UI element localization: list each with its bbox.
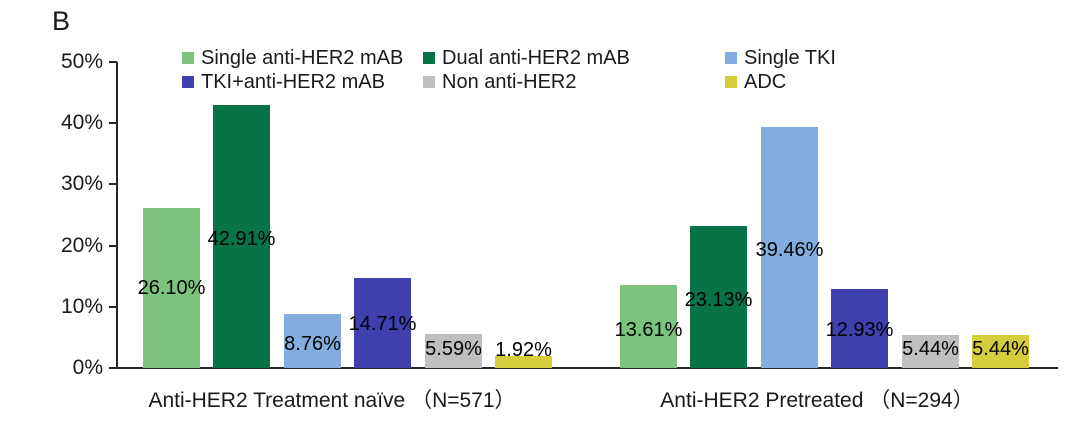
y-axis-tick [109, 244, 117, 247]
x-axis-line [109, 367, 1058, 369]
y-axis-tick [109, 61, 117, 63]
y-axis-line [116, 62, 118, 369]
bar-value-label: 23.13% [684, 289, 753, 311]
bar-value-label: 12.93% [825, 319, 894, 341]
y-axis-tick-label: 30% [60, 172, 103, 196]
legend-label: Non anti-HER2 [442, 71, 577, 93]
y-axis-tick [109, 367, 117, 369]
legend-swatch-icon [182, 52, 194, 64]
legend-label: Dual anti-HER2 mAB [442, 47, 630, 69]
bar-group1-series4 [354, 278, 411, 368]
bar-group2-series3 [761, 127, 818, 368]
bar-group2-series4 [831, 289, 888, 368]
legend-label: Single TKI [744, 47, 836, 69]
bar-group1-series1 [143, 208, 200, 368]
y-axis-tick-label: 10% [60, 294, 103, 318]
bar-value-label: 5.59% [425, 338, 482, 360]
bar-group2-series5 [902, 335, 959, 368]
legend-label: ADC [744, 71, 787, 93]
panel-label: B [52, 6, 71, 36]
legend-item-2: Dual anti-HER2 mAB [423, 46, 725, 70]
legend-swatch-icon [725, 52, 737, 64]
legend-label: Single anti-HER2 mAB [201, 47, 404, 69]
bar-group1-series6 [495, 356, 552, 368]
bar-value-label: 14.71% [348, 313, 417, 335]
y-axis-tick [109, 183, 117, 186]
bar-group1-series5 [425, 334, 482, 368]
bar-group1-series2 [213, 105, 270, 368]
legend-label: TKI+anti-HER2 mAB [201, 71, 385, 93]
legend-swatch-icon [182, 76, 194, 88]
y-axis-tick [109, 305, 117, 308]
bar-value-label: 42.91% [207, 228, 276, 250]
x-axis-category-label: Anti-HER2 Treatment naïve （N=571） [148, 389, 516, 412]
bar-group2-series6 [972, 335, 1029, 368]
legend-swatch-icon [423, 52, 435, 64]
bar-value-label: 13.61% [614, 319, 683, 341]
legend-swatch-icon [725, 76, 737, 88]
legend-item-5: Non anti-HER2 [423, 70, 725, 94]
bar-value-label: 5.44% [972, 338, 1029, 360]
y-axis-tick-label: 40% [60, 111, 103, 135]
legend-item-3: Single TKI [725, 46, 945, 70]
bar-value-label: 5.44% [902, 338, 959, 360]
bar-value-label: 8.76% [284, 333, 341, 355]
legend-item-1: Single anti-HER2 mAB [182, 46, 423, 70]
y-axis-tick [109, 122, 117, 125]
bar-group1-series3 [284, 314, 341, 368]
y-axis-tick-label: 50% [60, 50, 103, 73]
legend-item-6: ADC [725, 70, 945, 94]
legend: Single anti-HER2 mAB Dual anti-HER2 mAB Si… [182, 46, 945, 94]
legend-item-4: TKI+anti-HER2 mAB [182, 70, 423, 94]
y-axis-tick-label: 0% [72, 356, 103, 379]
legend-swatch-icon [423, 76, 435, 88]
bar-value-label: 26.10% [137, 277, 206, 299]
bar-value-label: 1.92% [495, 339, 552, 361]
x-axis-category-label: Anti-HER2 Pretreated （N=294） [660, 389, 974, 412]
bar-group2-series1 [620, 285, 677, 368]
bar-group2-series2 [690, 226, 747, 368]
y-axis-tick-label: 20% [60, 233, 103, 257]
bar-value-label: 39.46% [755, 239, 824, 261]
